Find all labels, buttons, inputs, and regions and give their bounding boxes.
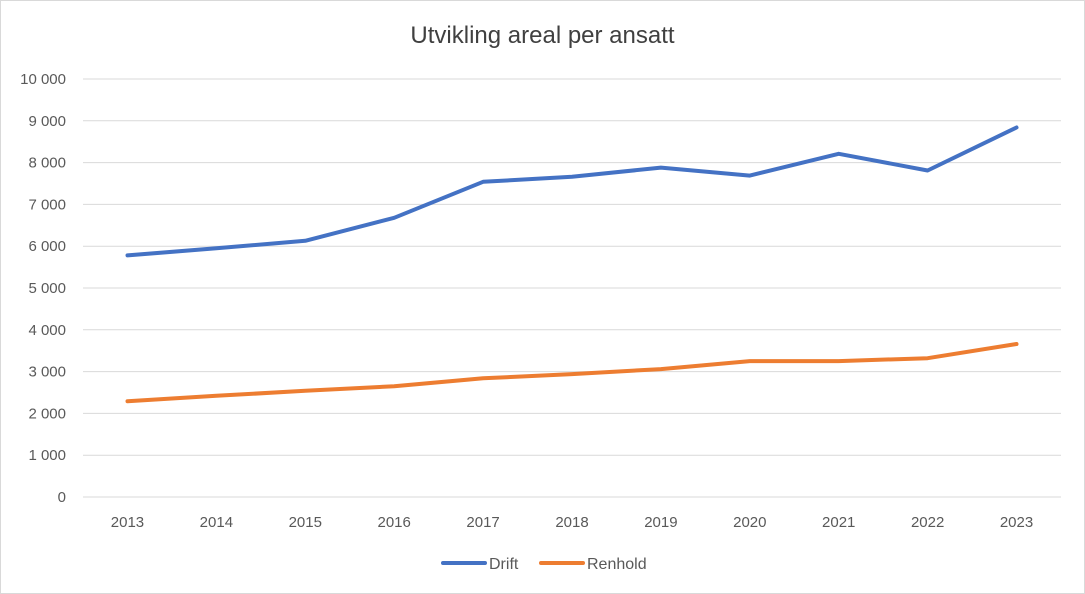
gridlines: [83, 78, 1061, 498]
y-tick-label: 6 000: [28, 238, 66, 255]
series-line-drift: [125, 125, 1019, 258]
x-axis-ticks: 2013 2014 2015 2016 2017 2018 2019 2020 2021 2022…: [111, 514, 1033, 531]
x-tick-label: 2023: [1000, 514, 1033, 531]
y-tick-label: 1 000: [28, 447, 66, 464]
series-lines: [125, 125, 1019, 404]
x-tick-label: 2022: [911, 514, 944, 531]
y-tick-label: 2 000: [28, 405, 66, 422]
series-line-renhold: [125, 342, 1019, 404]
y-tick-label: 8 000: [28, 155, 66, 172]
y-tick-label: 9 000: [28, 113, 66, 130]
x-tick-label: 2021: [822, 514, 855, 531]
y-tick-label: 7 000: [28, 196, 66, 213]
y-tick-label: 3 000: [28, 364, 66, 381]
y-tick-label: 5 000: [28, 280, 66, 297]
y-tick-label: 0: [58, 489, 66, 506]
x-tick-label: 2018: [555, 514, 588, 531]
legend-label: Renhold: [587, 556, 647, 573]
chart-title: Utvikling areal per ansatt: [410, 22, 675, 49]
legend-label: Drift: [489, 556, 519, 573]
y-tick-label: 10 000: [20, 71, 66, 88]
legend: Drift Renhold: [441, 556, 647, 573]
x-tick-label: 2014: [200, 514, 233, 531]
x-tick-label: 2015: [289, 514, 322, 531]
y-axis-ticks: 0 1 000 2 000 3 000 4 000 5 000 6 000 7 000 8 00…: [20, 71, 66, 506]
x-tick-label: 2017: [466, 514, 499, 531]
x-tick-label: 2016: [377, 514, 410, 531]
x-tick-label: 2020: [733, 514, 766, 531]
x-tick-label: 2013: [111, 514, 144, 531]
x-tick-label: 2019: [644, 514, 677, 531]
y-tick-label: 4 000: [28, 322, 66, 339]
